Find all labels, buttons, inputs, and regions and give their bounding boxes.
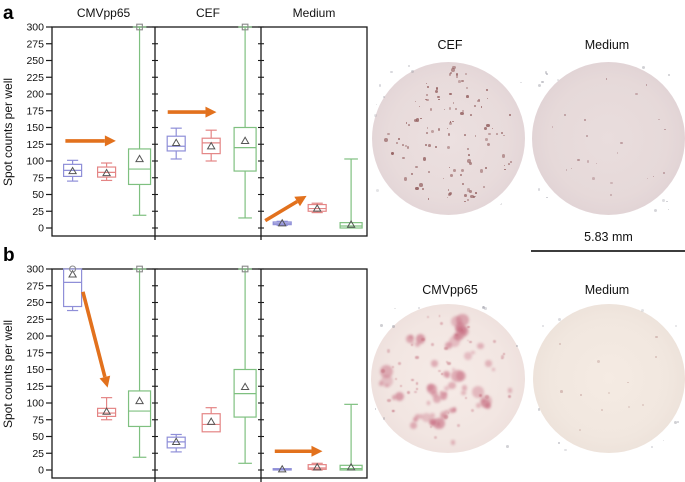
well-image-medium-top xyxy=(532,62,685,215)
panel-a-letter: a xyxy=(3,3,14,24)
well-circle-medium-bottom xyxy=(533,304,685,453)
svg-text:50: 50 xyxy=(32,431,44,443)
well-circle-medium-top xyxy=(532,62,685,215)
boxplot-panel-b: 0 25 50 75 100 125 150 175 200 225 250 275 300 Spot c… xyxy=(1,264,368,482)
svg-text:200: 200 xyxy=(26,89,44,101)
scale-bar-line xyxy=(531,250,685,252)
svg-text:200: 200 xyxy=(26,331,44,343)
well-label-medium-top: Medium xyxy=(584,38,630,52)
boxplot-panel-a: 0 25 50 75 100 125 150 175 200 225 250 275 300 Spot c… xyxy=(1,6,368,240)
svg-text:25: 25 xyxy=(32,206,44,218)
well-circle-cmvpp65 xyxy=(371,304,525,453)
svg-text:150: 150 xyxy=(26,364,44,376)
svg-text:75: 75 xyxy=(32,414,44,426)
svg-text:CMVpp65: CMVpp65 xyxy=(77,6,131,20)
well-image-medium-bottom xyxy=(533,304,685,453)
svg-text:175: 175 xyxy=(26,105,44,117)
well-image-cef xyxy=(372,62,525,215)
svg-text:300: 300 xyxy=(26,22,44,34)
svg-text:Spot counts per well: Spot counts per well xyxy=(1,78,15,186)
well-label-cef: CEF xyxy=(437,38,463,52)
svg-text:225: 225 xyxy=(26,314,44,326)
svg-text:150: 150 xyxy=(26,122,44,134)
svg-text:50: 50 xyxy=(32,189,44,201)
svg-text:75: 75 xyxy=(32,172,44,184)
svg-text:225: 225 xyxy=(26,72,44,84)
svg-text:25: 25 xyxy=(32,448,44,460)
panel-b-letter: b xyxy=(3,245,15,266)
svg-text:0: 0 xyxy=(38,223,44,235)
well-label-cmvpp65: CMVpp65 xyxy=(422,283,478,297)
svg-text:100: 100 xyxy=(26,156,44,168)
scale-bar-label: 5.83 mm xyxy=(584,230,633,244)
svg-text:100: 100 xyxy=(26,398,44,410)
svg-text:300: 300 xyxy=(26,264,44,276)
svg-text:Spot counts per well: Spot counts per well xyxy=(1,320,15,428)
svg-text:275: 275 xyxy=(26,38,44,50)
well-label-medium-bottom: Medium xyxy=(584,283,630,297)
well-image-cmvpp65 xyxy=(371,304,525,453)
well-circle-cef xyxy=(372,62,525,215)
svg-text:125: 125 xyxy=(26,381,44,393)
svg-text:175: 175 xyxy=(26,347,44,359)
svg-text:275: 275 xyxy=(26,280,44,292)
svg-text:CEF: CEF xyxy=(196,6,220,20)
svg-text:250: 250 xyxy=(26,297,44,309)
svg-text:Medium: Medium xyxy=(293,6,336,20)
svg-text:0: 0 xyxy=(38,465,44,477)
svg-text:250: 250 xyxy=(26,55,44,67)
svg-text:125: 125 xyxy=(26,139,44,151)
